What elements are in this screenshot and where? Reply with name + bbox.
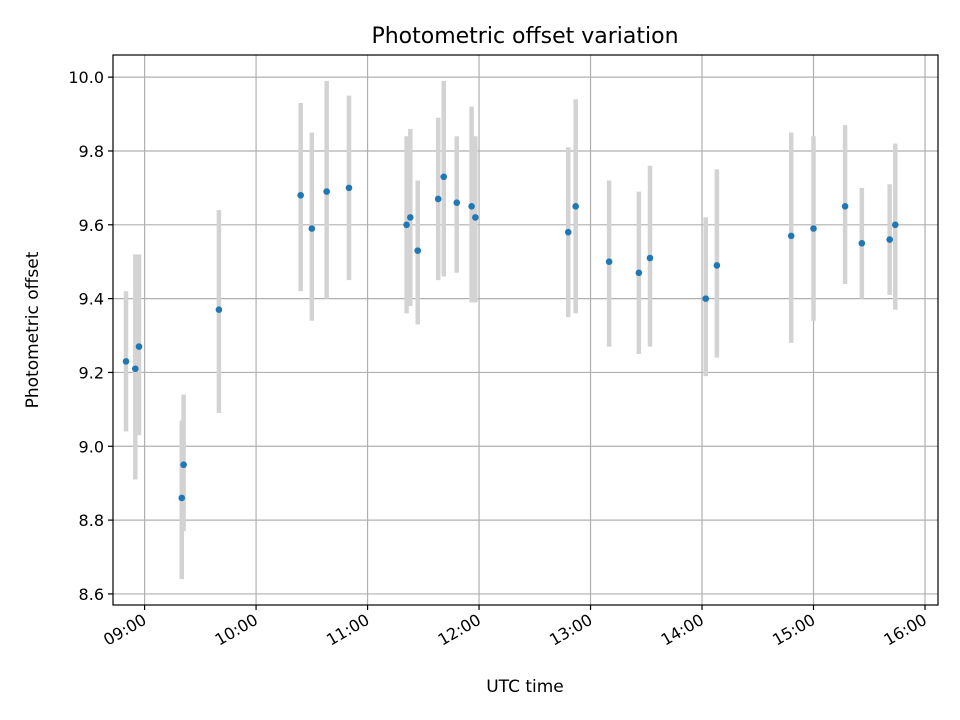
y-axis-label: Photometric offset	[23, 251, 43, 408]
chart-title: Photometric offset variation	[371, 24, 678, 49]
data-point	[297, 191, 304, 199]
plot-frame	[112, 54, 939, 606]
data-point	[605, 258, 613, 266]
grid	[113, 55, 938, 605]
data-points	[122, 173, 899, 502]
data-point	[414, 247, 422, 254]
y-tick-label: 9.8	[79, 142, 104, 161]
y-tick-label: 8.8	[79, 511, 104, 530]
data-point	[810, 225, 817, 232]
y-tick-label: 10.0	[68, 68, 104, 87]
y-axis-ticks: 8.6 8.8 9.0 9.2 9.4 9.6 9.8 10.0	[68, 68, 113, 604]
data-point	[891, 221, 899, 229]
data-point	[841, 203, 849, 210]
data-point	[135, 343, 143, 350]
data-point	[178, 494, 186, 502]
data-point	[713, 262, 721, 269]
x-axis-label: UTC time	[486, 677, 564, 697]
data-point	[406, 214, 414, 221]
data-point	[308, 225, 316, 232]
data-point	[440, 173, 448, 181]
data-point	[180, 461, 187, 469]
data-point	[215, 306, 223, 313]
data-point	[702, 295, 710, 302]
data-point	[564, 228, 572, 236]
data-point	[453, 199, 461, 206]
data-point	[323, 188, 330, 195]
data-point	[122, 358, 130, 365]
y-tick-label: 8.6	[79, 585, 104, 604]
data-point	[635, 269, 643, 277]
data-point	[403, 221, 410, 229]
data-point	[472, 214, 479, 221]
data-point	[886, 236, 893, 243]
data-point	[646, 254, 654, 262]
y-tick-label: 9.6	[79, 216, 104, 235]
y-tick-label: 9.0	[79, 437, 104, 456]
data-point	[572, 203, 579, 210]
y-tick-label: 9.4	[79, 290, 104, 309]
data-point	[345, 184, 353, 192]
y-tick-label: 9.2	[79, 363, 104, 382]
data-point	[468, 203, 475, 210]
data-point	[858, 239, 866, 247]
data-point	[131, 365, 139, 373]
data-point	[787, 232, 795, 240]
data-point	[434, 195, 442, 203]
